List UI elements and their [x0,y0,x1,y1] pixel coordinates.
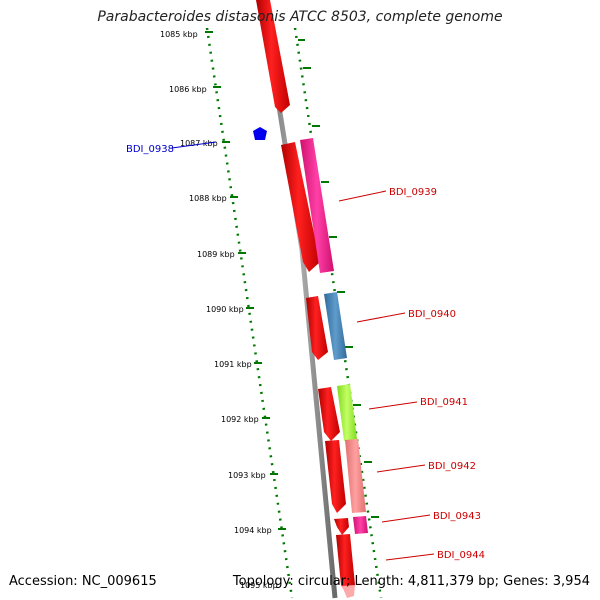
tick-label: 1085 kbp [160,30,198,39]
gene-label-bdi-0940[interactable]: BDI_0940 [408,309,456,320]
gene-label-bdi-0938[interactable]: BDI_0938 [126,144,174,155]
tick-labels: 1085 kbp 1086 kbp 1087 kbp 1088 kbp 1089… [160,30,278,590]
leader-line [356,312,406,323]
reverse-gene-bdi-0938[interactable] [253,127,267,140]
cds-feature[interactable] [336,534,355,595]
leader-line [171,141,217,149]
tick-label: 1095 kbp [240,581,278,590]
gene-label-bdi-0944[interactable]: BDI_0944 [437,550,485,561]
page-title: Parabacteroides distasonis ATCC 8503, co… [97,9,503,25]
tick-label: 1093 kbp [228,471,266,480]
cds-feature[interactable] [325,440,346,513]
accession-label: Accession: NC_009615 [9,574,157,589]
cog-feature[interactable] [337,384,357,441]
leader-line [385,553,435,561]
tick-label: 1090 kbp [206,305,244,314]
tick-marks [205,31,379,530]
cds-feature[interactable] [318,387,340,441]
tick-label: 1088 kbp [189,194,227,203]
cog-feature[interactable] [300,138,334,273]
tick-label: 1091 kbp [214,360,252,369]
cog-feature[interactable] [324,292,347,360]
cds-track [256,0,355,595]
tick-label: 1089 kbp [197,250,235,259]
leader-line [338,190,387,202]
leader-line [368,401,418,410]
leader-line [376,464,426,473]
tick-label: 1094 kbp [234,526,272,535]
leader-line [381,514,431,523]
cds-feature[interactable] [306,296,328,360]
tick-track-left [205,27,294,599]
gene-label-bdi-0943[interactable]: BDI_0943 [433,511,481,522]
gene-label-bdi-0942[interactable]: BDI_0942 [428,461,476,472]
gene-label-bdi-0941[interactable]: BDI_0941 [420,397,468,408]
tick-label: 1092 kbp [221,415,259,424]
cog-feature[interactable] [353,516,368,534]
label-leaders [171,141,435,561]
cog-feature[interactable] [342,585,355,598]
tick-label: 1087 kbp [180,139,218,148]
cds-feature[interactable] [281,142,320,272]
gene-label-bdi-0939[interactable]: BDI_0939 [389,187,437,198]
gene-labels: BDI_0938 BDI_0939 BDI_0940 BDI_0941 BDI_… [126,144,485,561]
tick-label: 1086 kbp [169,85,207,94]
cog-track [300,138,368,598]
cds-feature[interactable] [256,0,290,113]
cds-feature[interactable] [334,518,349,535]
cog-feature[interactable] [345,439,366,513]
topology-label: Topology: circular; Length: 4,811,379 bp… [232,574,590,589]
